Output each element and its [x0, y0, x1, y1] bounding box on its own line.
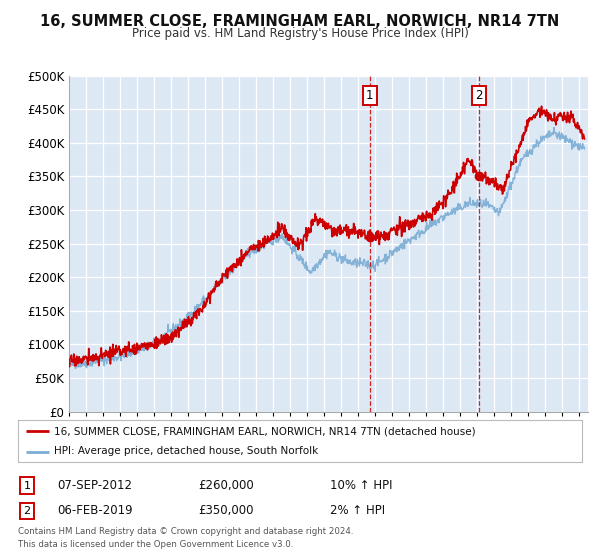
Text: 2: 2: [23, 506, 31, 516]
Text: 1: 1: [23, 480, 31, 491]
Text: 2% ↑ HPI: 2% ↑ HPI: [330, 504, 385, 517]
Text: HPI: Average price, detached house, South Norfolk: HPI: Average price, detached house, Sout…: [53, 446, 318, 456]
Text: £350,000: £350,000: [198, 504, 254, 517]
Text: 2: 2: [475, 89, 482, 102]
Text: 16, SUMMER CLOSE, FRAMINGHAM EARL, NORWICH, NR14 7TN (detached house): 16, SUMMER CLOSE, FRAMINGHAM EARL, NORWI…: [53, 426, 475, 436]
Text: 10% ↑ HPI: 10% ↑ HPI: [330, 479, 392, 492]
Text: 16, SUMMER CLOSE, FRAMINGHAM EARL, NORWICH, NR14 7TN: 16, SUMMER CLOSE, FRAMINGHAM EARL, NORWI…: [40, 14, 560, 29]
Text: £260,000: £260,000: [198, 479, 254, 492]
Text: This data is licensed under the Open Government Licence v3.0.: This data is licensed under the Open Gov…: [18, 540, 293, 549]
Text: 1: 1: [366, 89, 374, 102]
Text: Contains HM Land Registry data © Crown copyright and database right 2024.: Contains HM Land Registry data © Crown c…: [18, 528, 353, 536]
Text: Price paid vs. HM Land Registry's House Price Index (HPI): Price paid vs. HM Land Registry's House …: [131, 27, 469, 40]
Text: 06-FEB-2019: 06-FEB-2019: [57, 504, 133, 517]
Text: 07-SEP-2012: 07-SEP-2012: [57, 479, 132, 492]
